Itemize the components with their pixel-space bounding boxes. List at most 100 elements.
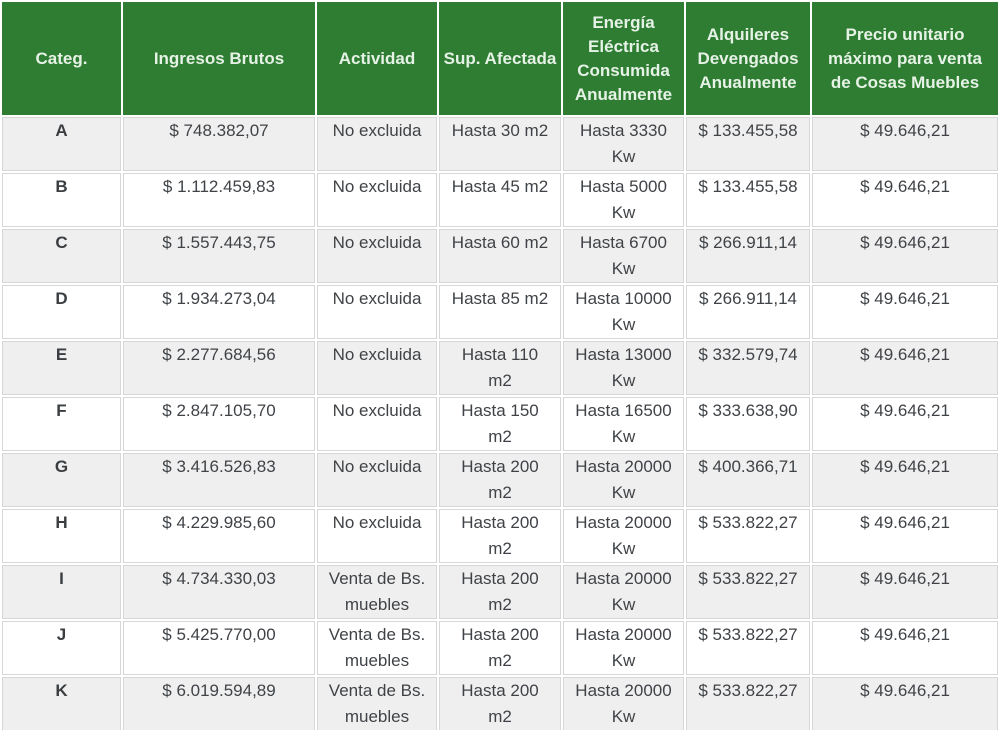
cell-alquileres: $ 333.638,90 <box>686 397 810 451</box>
cell-sup: Hasta 30 m2 <box>439 117 561 171</box>
table-row: C $ 1.557.443,75 No excluida Hasta 60 m2 Has… <box>2 229 998 283</box>
cell-alquileres: $ 533.822,27 <box>686 565 810 619</box>
table-row: D $ 1.934.273,04 No excluida Hasta 85 m2 Has… <box>2 285 998 339</box>
table-row: K $ 6.019.594,89 Venta de Bs. muebles Hasta… <box>2 677 998 730</box>
cell-precio: $ 49.646,21 <box>812 565 998 619</box>
cell-actividad: No excluida <box>317 117 437 171</box>
cell-categ: K <box>2 677 121 730</box>
cell-sup: Hasta 200 m2 <box>439 621 561 675</box>
cell-alquileres: $ 533.822,27 <box>686 677 810 730</box>
table-row: J $ 5.425.770,00 Venta de Bs. muebles Hasta… <box>2 621 998 675</box>
cell-alquileres: $ 533.822,27 <box>686 621 810 675</box>
cell-ingresos: $ 1.112.459,83 <box>123 173 315 227</box>
cell-ingresos: $ 3.416.526,83 <box>123 453 315 507</box>
table-row: F $ 2.847.105,70 No excluida Hasta 150 m2 Ha… <box>2 397 998 451</box>
cell-actividad: No excluida <box>317 173 437 227</box>
cell-ingresos: $ 4.229.985,60 <box>123 509 315 563</box>
cell-ingresos: $ 2.847.105,70 <box>123 397 315 451</box>
cell-actividad: Venta de Bs. muebles <box>317 677 437 730</box>
cell-actividad: No excluida <box>317 229 437 283</box>
cell-precio: $ 49.646,21 <box>812 677 998 730</box>
cell-sup: Hasta 200 m2 <box>439 677 561 730</box>
cell-actividad: No excluida <box>317 341 437 395</box>
cell-energia: Hasta 3330 Kw <box>563 117 684 171</box>
cell-energia: Hasta 20000 Kw <box>563 677 684 730</box>
cell-ingresos: $ 1.934.273,04 <box>123 285 315 339</box>
cell-categ: B <box>2 173 121 227</box>
cell-ingresos: $ 1.557.443,75 <box>123 229 315 283</box>
cell-alquileres: $ 266.911,14 <box>686 229 810 283</box>
cell-categ: G <box>2 453 121 507</box>
cell-categ: D <box>2 285 121 339</box>
cell-precio: $ 49.646,21 <box>812 229 998 283</box>
table-row: E $ 2.277.684,56 No excluida Hasta 110 m2 Ha… <box>2 341 998 395</box>
cell-actividad: No excluida <box>317 285 437 339</box>
table-row: I $ 4.734.330,03 Venta de Bs. muebles Hasta… <box>2 565 998 619</box>
cell-energia: Hasta 20000 Kw <box>563 565 684 619</box>
cell-energia: Hasta 13000 Kw <box>563 341 684 395</box>
cell-ingresos: $ 4.734.330,03 <box>123 565 315 619</box>
cell-sup: Hasta 200 m2 <box>439 509 561 563</box>
cell-energia: Hasta 20000 Kw <box>563 453 684 507</box>
cell-categ: J <box>2 621 121 675</box>
header-ingresos: Ingresos Brutos <box>123 2 315 115</box>
cell-alquileres: $ 133.455,58 <box>686 117 810 171</box>
cell-alquileres: $ 133.455,58 <box>686 173 810 227</box>
cell-energia: Hasta 5000 Kw <box>563 173 684 227</box>
cell-sup: Hasta 60 m2 <box>439 229 561 283</box>
cell-ingresos: $ 5.425.770,00 <box>123 621 315 675</box>
cell-sup: Hasta 150 m2 <box>439 397 561 451</box>
cell-energia: Hasta 20000 Kw <box>563 621 684 675</box>
table-row: B $ 1.112.459,83 No excluida Hasta 45 m2 Has… <box>2 173 998 227</box>
cell-ingresos: $ 6.019.594,89 <box>123 677 315 730</box>
cell-sup: Hasta 200 m2 <box>439 453 561 507</box>
cell-sup: Hasta 110 m2 <box>439 341 561 395</box>
cell-categ: C <box>2 229 121 283</box>
cell-actividad: No excluida <box>317 509 437 563</box>
cell-precio: $ 49.646,21 <box>812 173 998 227</box>
cell-alquileres: $ 400.366,71 <box>686 453 810 507</box>
cell-energia: Hasta 20000 Kw <box>563 509 684 563</box>
cell-categ: A <box>2 117 121 171</box>
cell-actividad: No excluida <box>317 453 437 507</box>
cell-alquileres: $ 332.579,74 <box>686 341 810 395</box>
header-energia: Energía Eléctrica Consumida Anualmente <box>563 2 684 115</box>
cell-sup: Hasta 85 m2 <box>439 285 561 339</box>
table-row: H $ 4.229.985,60 No excluida Hasta 200 m2 Ha… <box>2 509 998 563</box>
cell-sup: Hasta 200 m2 <box>439 565 561 619</box>
cell-precio: $ 49.646,21 <box>812 117 998 171</box>
cell-categ: I <box>2 565 121 619</box>
cell-ingresos: $ 748.382,07 <box>123 117 315 171</box>
cell-precio: $ 49.646,21 <box>812 397 998 451</box>
header-alquileres: Alquileres Devengados Anualmente <box>686 2 810 115</box>
cell-precio: $ 49.646,21 <box>812 341 998 395</box>
cell-actividad: Venta de Bs. muebles <box>317 565 437 619</box>
table-body: A $ 748.382,07 No excluida Hasta 30 m2 Hasta… <box>2 117 998 730</box>
header-categ: Categ. <box>2 2 121 115</box>
cell-actividad: Venta de Bs. muebles <box>317 621 437 675</box>
cell-categ: H <box>2 509 121 563</box>
cell-energia: Hasta 16500 Kw <box>563 397 684 451</box>
cell-actividad: No excluida <box>317 397 437 451</box>
cell-energia: Hasta 6700 Kw <box>563 229 684 283</box>
table-header: Categ. Ingresos Brutos Actividad Sup. Af… <box>2 2 998 115</box>
cell-ingresos: $ 2.277.684,56 <box>123 341 315 395</box>
cell-precio: $ 49.646,21 <box>812 453 998 507</box>
cell-precio: $ 49.646,21 <box>812 285 998 339</box>
cell-categ: E <box>2 341 121 395</box>
cell-precio: $ 49.646,21 <box>812 621 998 675</box>
header-actividad: Actividad <box>317 2 437 115</box>
cell-categ: F <box>2 397 121 451</box>
header-precio: Precio unitario máximo para venta de Cos… <box>812 2 998 115</box>
header-row: Categ. Ingresos Brutos Actividad Sup. Af… <box>2 2 998 115</box>
cell-precio: $ 49.646,21 <box>812 509 998 563</box>
table-row: A $ 748.382,07 No excluida Hasta 30 m2 Hasta… <box>2 117 998 171</box>
cell-alquileres: $ 533.822,27 <box>686 509 810 563</box>
cell-sup: Hasta 45 m2 <box>439 173 561 227</box>
cell-energia: Hasta 10000 Kw <box>563 285 684 339</box>
table-row: G $ 3.416.526,83 No excluida Hasta 200 m2 Ha… <box>2 453 998 507</box>
header-sup: Sup. Afectada <box>439 2 561 115</box>
cell-alquileres: $ 266.911,14 <box>686 285 810 339</box>
